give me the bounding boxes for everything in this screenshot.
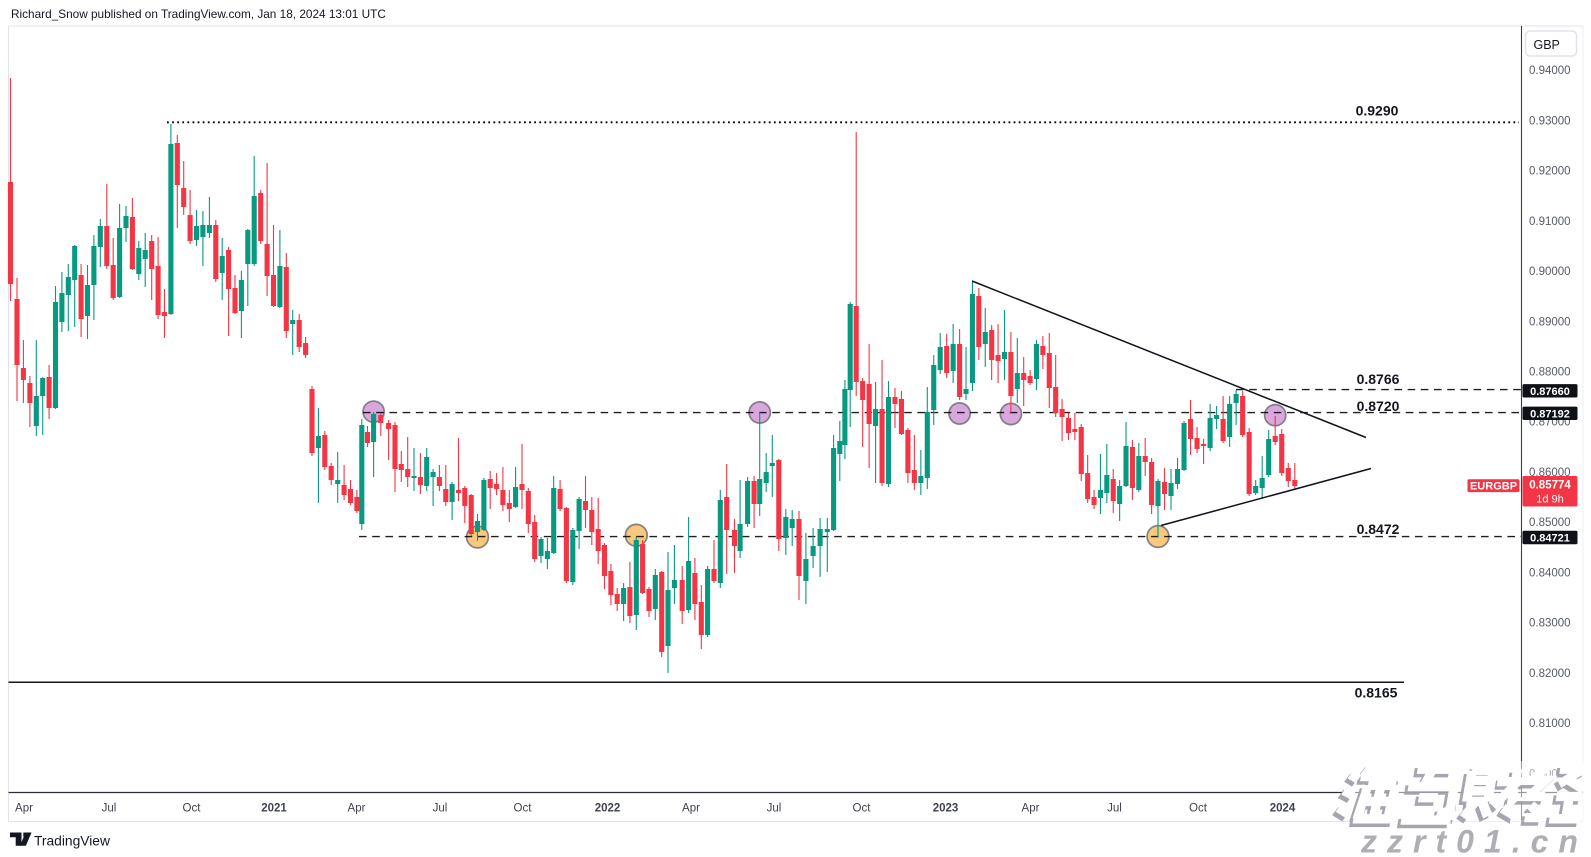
svg-text:Apr: Apr [348, 803, 366, 815]
svg-text:0.8165: 0.8165 [1355, 685, 1398, 701]
svg-text:0.83000: 0.83000 [1529, 618, 1571, 630]
svg-text:EURGBP: EURGBP [1470, 480, 1517, 492]
svg-text:zzrt01.cn: zzrt01.cn [1360, 824, 1588, 857]
svg-text:TradingView: TradingView [34, 834, 110, 849]
svg-text:Jul: Jul [433, 803, 448, 815]
svg-text:0.81000: 0.81000 [1529, 718, 1571, 730]
svg-text:0.84000: 0.84000 [1529, 567, 1571, 579]
svg-text:Oct: Oct [514, 803, 533, 815]
svg-text:2022: 2022 [595, 803, 621, 815]
svg-text:0.86000: 0.86000 [1529, 467, 1571, 479]
svg-text:0.85774: 0.85774 [1529, 480, 1571, 492]
svg-text:0.90000: 0.90000 [1529, 266, 1571, 278]
svg-text:2021: 2021 [261, 803, 287, 815]
svg-text:0.87660: 0.87660 [1530, 386, 1570, 398]
svg-text:Jul: Jul [1107, 803, 1122, 815]
svg-text:zzrt01.cn: zzrt01.cn [1357, 822, 1585, 857]
svg-text:0.93000: 0.93000 [1529, 115, 1571, 127]
svg-text:Oct: Oct [183, 803, 202, 815]
svg-text:0.91000: 0.91000 [1529, 216, 1571, 228]
svg-text:Apr: Apr [15, 803, 33, 815]
svg-text:Oct: Oct [853, 803, 872, 815]
svg-text:Oct: Oct [1189, 803, 1208, 815]
svg-text:Apr: Apr [1022, 803, 1040, 815]
svg-text:0.94000: 0.94000 [1529, 65, 1571, 77]
svg-text:Apr: Apr [682, 803, 700, 815]
svg-text:Jul: Jul [767, 803, 782, 815]
svg-text:0.9290: 0.9290 [1356, 103, 1399, 119]
svg-text:0.85000: 0.85000 [1529, 517, 1571, 529]
svg-text:0.8766: 0.8766 [1357, 371, 1400, 387]
svg-text:1d 9h: 1d 9h [1536, 494, 1564, 506]
svg-text:Richard_Snow published on Trad: Richard_Snow published on TradingView.co… [11, 7, 386, 21]
svg-text:0.89000: 0.89000 [1529, 316, 1571, 328]
svg-text:GBP: GBP [1534, 38, 1560, 52]
svg-text:0.84721: 0.84721 [1530, 533, 1570, 545]
svg-text:0.87192: 0.87192 [1530, 408, 1570, 420]
svg-text:2024: 2024 [1270, 803, 1296, 815]
svg-text:0.88000: 0.88000 [1529, 367, 1571, 379]
svg-text:0.8720: 0.8720 [1357, 398, 1400, 414]
svg-text:Jul: Jul [102, 803, 117, 815]
svg-text:0.8472: 0.8472 [1357, 521, 1400, 537]
svg-text:2023: 2023 [933, 803, 959, 815]
svg-text:0.92000: 0.92000 [1529, 166, 1571, 178]
svg-text:0.82000: 0.82000 [1529, 668, 1571, 680]
